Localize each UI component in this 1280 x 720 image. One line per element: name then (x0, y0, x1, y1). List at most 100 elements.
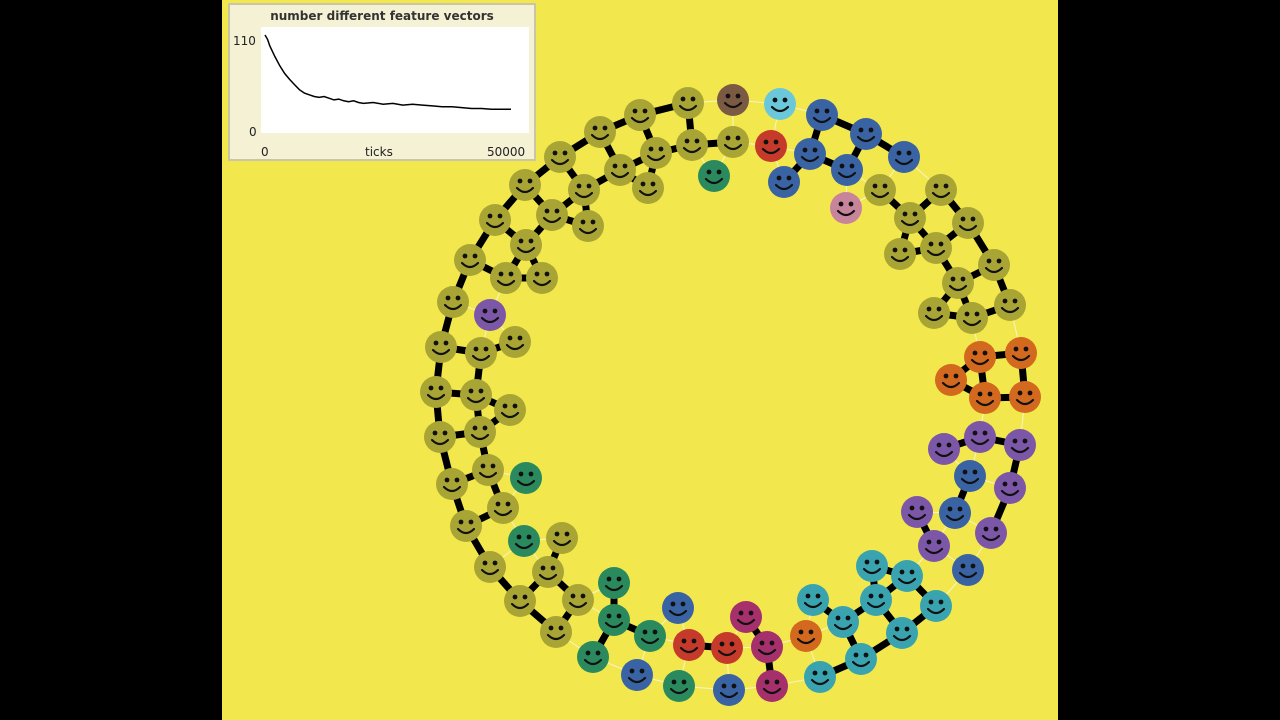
smiley-agent-icon[interactable] (730, 601, 762, 633)
smiley-agent-icon[interactable] (756, 670, 788, 702)
smiley-agent-icon[interactable] (499, 326, 531, 358)
smiley-agent-icon[interactable] (886, 617, 918, 649)
smiley-agent-icon[interactable] (918, 297, 950, 329)
smiley-agent-icon[interactable] (474, 551, 506, 583)
smiley-agent-icon[interactable] (827, 606, 859, 638)
smiley-agent-icon[interactable] (920, 590, 952, 622)
smiley-agent-icon[interactable] (460, 379, 492, 411)
smiley-agent-icon[interactable] (510, 462, 542, 494)
smiley-agent-icon[interactable] (425, 331, 457, 363)
smiley-agent-icon[interactable] (918, 530, 950, 562)
smiley-agent-icon[interactable] (540, 616, 572, 648)
smiley-agent-icon[interactable] (437, 286, 469, 318)
smiley-agent-icon[interactable] (672, 87, 704, 119)
smiley-agent-icon[interactable] (474, 299, 506, 331)
smiley-agent-icon[interactable] (621, 659, 653, 691)
smiley-agent-icon[interactable] (640, 137, 672, 169)
smiley-agent-icon[interactable] (856, 550, 888, 582)
smiley-agent-icon[interactable] (969, 382, 1001, 414)
smiley-agent-icon[interactable] (698, 160, 730, 192)
smiley-agent-icon[interactable] (420, 376, 452, 408)
smiley-agent-icon[interactable] (1004, 429, 1036, 461)
smiley-agent-icon[interactable] (952, 207, 984, 239)
smiley-agent-icon[interactable] (509, 169, 541, 201)
smiley-agent-icon[interactable] (490, 262, 522, 294)
smiley-agent-icon[interactable] (964, 421, 996, 453)
smiley-agent-icon[interactable] (901, 496, 933, 528)
smiley-agent-icon[interactable] (794, 138, 826, 170)
smiley-agent-icon[interactable] (632, 172, 664, 204)
smiley-agent-icon[interactable] (454, 244, 486, 276)
smiley-agent-icon[interactable] (975, 517, 1007, 549)
smiley-agent-icon[interactable] (994, 472, 1026, 504)
smiley-agent-icon[interactable] (676, 129, 708, 161)
smiley-agent-icon[interactable] (952, 554, 984, 586)
smiley-agent-icon[interactable] (1009, 381, 1041, 413)
smiley-agent-icon[interactable] (544, 141, 576, 173)
smiley-agent-icon[interactable] (751, 631, 783, 663)
smiley-agent-icon[interactable] (711, 632, 743, 664)
smiley-agent-icon[interactable] (713, 674, 745, 706)
smiley-agent-icon[interactable] (536, 199, 568, 231)
smiley-agent-icon[interactable] (663, 670, 695, 702)
smiley-agent-icon[interactable] (920, 232, 952, 264)
smiley-agent-icon[interactable] (935, 364, 967, 396)
smiley-agent-icon[interactable] (864, 174, 896, 206)
smiley-agent-icon[interactable] (450, 510, 482, 542)
smiley-agent-icon[interactable] (768, 166, 800, 198)
smiley-agent-icon[interactable] (928, 433, 960, 465)
smiley-agent-icon[interactable] (510, 229, 542, 261)
smiley-agent-icon[interactable] (673, 629, 705, 661)
smiley-agent-icon[interactable] (598, 567, 630, 599)
smiley-agent-icon[interactable] (526, 262, 558, 294)
smiley-agent-icon[interactable] (942, 267, 974, 299)
smiley-agent-icon[interactable] (577, 641, 609, 673)
smiley-agent-icon[interactable] (764, 88, 796, 120)
smiley-agent-icon[interactable] (797, 584, 829, 616)
smiley-agent-icon[interactable] (939, 497, 971, 529)
smiley-agent-icon[interactable] (546, 522, 578, 554)
smiley-agent-icon[interactable] (436, 468, 468, 500)
smiley-agent-icon[interactable] (845, 643, 877, 675)
smiley-agent-icon[interactable] (584, 116, 616, 148)
smiley-agent-icon[interactable] (532, 556, 564, 588)
smiley-agent-icon[interactable] (1005, 337, 1037, 369)
smiley-agent-icon[interactable] (424, 421, 456, 453)
smiley-agent-icon[interactable] (994, 289, 1026, 321)
smiley-agent-icon[interactable] (925, 174, 957, 206)
smiley-agent-icon[interactable] (804, 661, 836, 693)
smiley-agent-icon[interactable] (562, 584, 594, 616)
smiley-agent-icon[interactable] (956, 302, 988, 334)
smiley-agent-icon[interactable] (891, 560, 923, 592)
smiley-agent-icon[interactable] (830, 192, 862, 224)
world-view[interactable] (222, 0, 1058, 720)
smiley-agent-icon[interactable] (831, 154, 863, 186)
smiley-agent-icon[interactable] (465, 337, 497, 369)
smiley-agent-icon[interactable] (806, 99, 838, 131)
smiley-agent-icon[interactable] (479, 204, 511, 236)
smiley-agent-icon[interactable] (954, 460, 986, 492)
smiley-agent-icon[interactable] (598, 604, 630, 636)
smiley-agent-icon[interactable] (717, 84, 749, 116)
smiley-agent-icon[interactable] (568, 174, 600, 206)
smiley-agent-icon[interactable] (634, 620, 666, 652)
smiley-agent-icon[interactable] (894, 202, 926, 234)
smiley-agent-icon[interactable] (755, 130, 787, 162)
smiley-agent-icon[interactable] (604, 154, 636, 186)
smiley-agent-icon[interactable] (662, 592, 694, 624)
smiley-agent-icon[interactable] (790, 620, 822, 652)
smiley-agent-icon[interactable] (964, 341, 996, 373)
smiley-agent-icon[interactable] (850, 118, 882, 150)
smiley-agent-icon[interactable] (508, 525, 540, 557)
smiley-agent-icon[interactable] (978, 249, 1010, 281)
smiley-agent-icon[interactable] (572, 210, 604, 242)
smiley-agent-icon[interactable] (494, 394, 526, 426)
smiley-agent-icon[interactable] (888, 141, 920, 173)
smiley-agent-icon[interactable] (884, 238, 916, 270)
smiley-agent-icon[interactable] (860, 584, 892, 616)
smiley-agent-icon[interactable] (464, 416, 496, 448)
smiley-agent-icon[interactable] (717, 126, 749, 158)
smiley-agent-icon[interactable] (504, 585, 536, 617)
smiley-agent-icon[interactable] (624, 99, 656, 131)
smiley-agent-icon[interactable] (487, 492, 519, 524)
